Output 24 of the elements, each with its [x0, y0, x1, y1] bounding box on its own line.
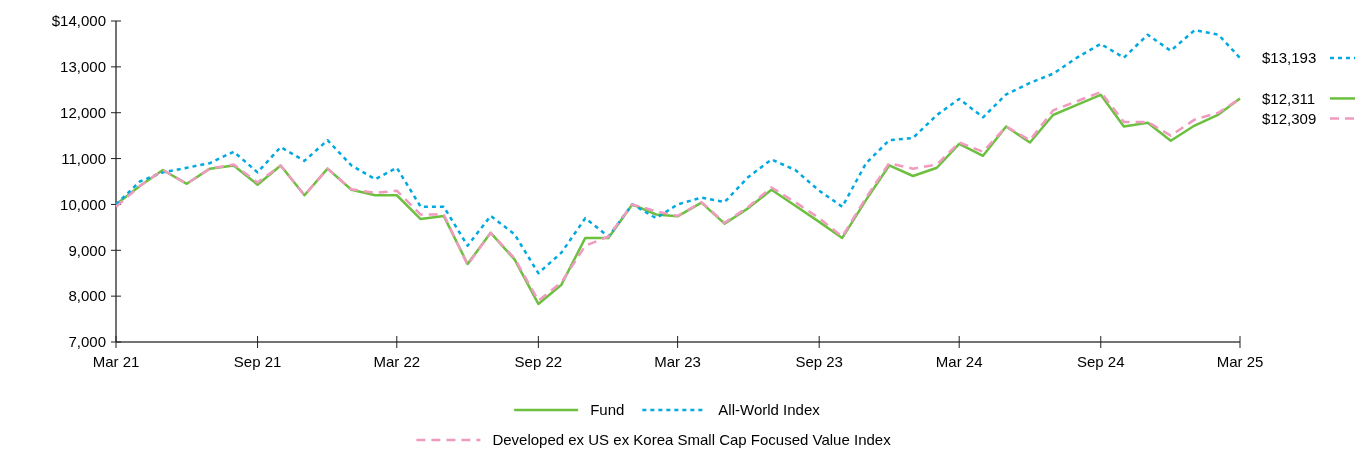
x-tick-label: Mar 24: [935, 353, 983, 370]
legend-label: All-World Index: [718, 401, 821, 419]
y-tick-label: 9,000: [68, 241, 106, 259]
legend-label: Fund: [590, 401, 625, 419]
y-tick-label: 7,000: [68, 333, 106, 351]
data-label: $12,311: [1262, 89, 1316, 107]
y-tick-label: 12,000: [60, 103, 106, 121]
y-tick-label: 10,000: [60, 195, 106, 213]
y-tick-label: 13,000: [60, 58, 106, 76]
x-tick-label: Sep 22: [514, 353, 563, 370]
x-tick-label: Sep 21: [233, 353, 282, 370]
x-tick-label: Mar 23: [654, 353, 701, 370]
data-label: $13,193: [1262, 49, 1317, 67]
x-tick-label: Sep 24: [1076, 353, 1125, 370]
y-tick-label: $14,000: [51, 12, 106, 30]
legend-label: Developed ex US ex Korea Small Cap Focused Value Index: [492, 431, 892, 449]
y-tick-label: 11,000: [61, 149, 106, 167]
data-label: $12,309: [1262, 109, 1317, 127]
x-tick-label: Mar 22: [373, 353, 421, 370]
x-tick-label: Mar 25: [1216, 353, 1264, 370]
x-tick-label: Mar 21: [92, 353, 140, 370]
x-tick-label: Sep 23: [795, 353, 843, 370]
line-series: [114, 28, 1242, 275]
y-tick-label: 8,000: [68, 287, 106, 305]
